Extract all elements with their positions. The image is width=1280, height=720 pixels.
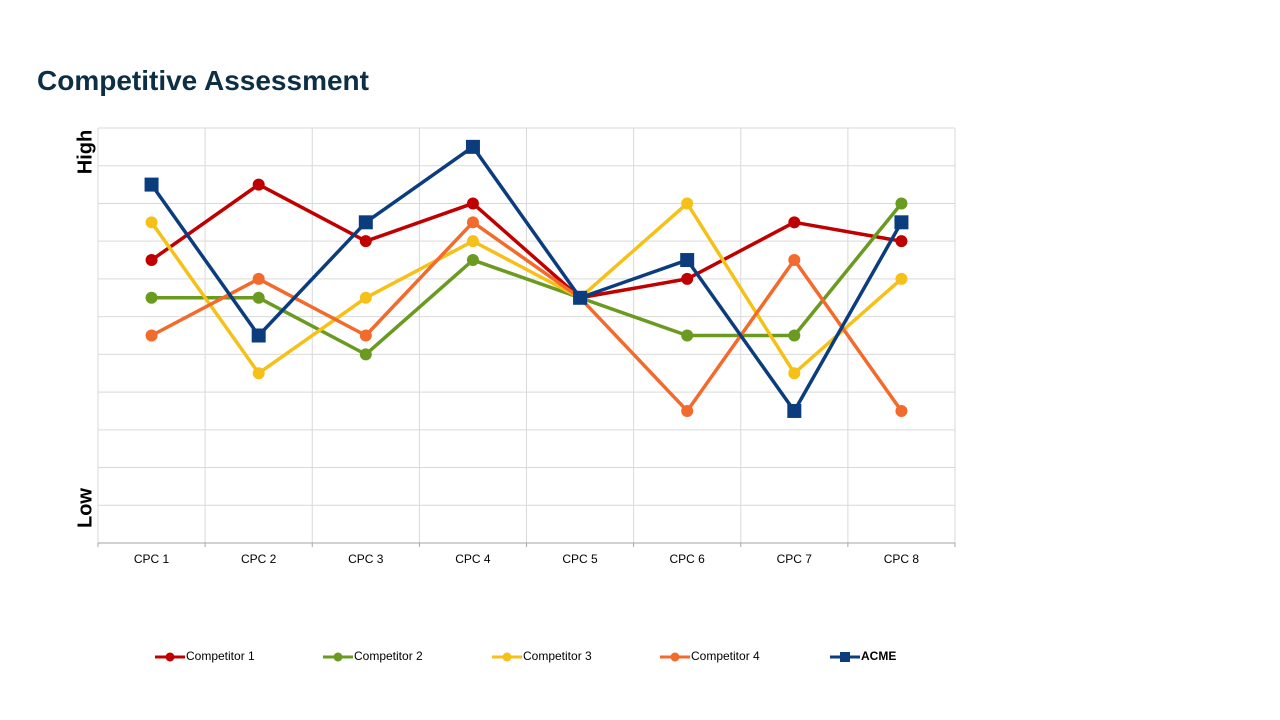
legend-label: Competitor 4 (691, 649, 760, 663)
marker (894, 215, 909, 230)
x-tick-label: CPC 7 (777, 552, 813, 566)
marker (145, 329, 158, 342)
marker (681, 329, 694, 342)
marker (788, 329, 801, 342)
marker (466, 254, 479, 267)
legend-label: ACME (861, 649, 896, 663)
x-tick-label: CPC 4 (455, 552, 491, 566)
legend-item: Competitor 4 (660, 649, 760, 663)
marker (145, 291, 158, 304)
marker (358, 215, 373, 230)
x-tick-label: CPC 2 (241, 552, 277, 566)
legend-item: Competitor 2 (323, 649, 423, 663)
series-line (150, 220, 903, 413)
marker (788, 216, 801, 229)
y-label-low: Low (74, 488, 96, 528)
marker (788, 254, 801, 267)
legend-label: Competitor 1 (186, 649, 255, 663)
marker (680, 253, 695, 268)
marker (895, 404, 908, 417)
marker (144, 177, 159, 192)
marker (466, 235, 479, 248)
marker (252, 291, 265, 304)
legend-item: ACME (830, 649, 896, 663)
legend-marker (333, 652, 343, 662)
legend-marker (502, 652, 512, 662)
marker (252, 272, 265, 285)
x-tick-label: CPC 1 (134, 552, 170, 566)
marker (359, 329, 372, 342)
series-line (150, 201, 903, 375)
legend-marker (670, 652, 680, 662)
marker (573, 290, 588, 305)
x-tick-label: CPC 5 (562, 552, 598, 566)
x-tick-label: CPC 8 (884, 552, 920, 566)
legend-item: Competitor 1 (155, 649, 255, 663)
marker (251, 328, 266, 343)
marker (145, 216, 158, 229)
marker (895, 197, 908, 210)
marker (359, 291, 372, 304)
y-label-high: High (74, 130, 96, 174)
marker (681, 404, 694, 417)
marker (465, 139, 480, 154)
marker (252, 367, 265, 380)
legend-item: Competitor 3 (492, 649, 592, 663)
marker (787, 403, 802, 418)
marker (145, 254, 158, 267)
marker (788, 367, 801, 380)
marker (895, 272, 908, 285)
chart-title: Competitive Assessment (37, 65, 369, 96)
marker (466, 197, 479, 210)
series-line (150, 182, 902, 300)
legend-label: Competitor 3 (523, 649, 592, 663)
marker (681, 272, 694, 285)
x-tick-label: CPC 3 (348, 552, 384, 566)
x-tick-label: CPC 6 (670, 552, 706, 566)
series-line (150, 145, 903, 413)
legend-label: Competitor 2 (354, 649, 423, 663)
marker (681, 197, 694, 210)
marker (466, 216, 479, 229)
legend-marker (165, 652, 175, 662)
marker (359, 348, 372, 361)
series-line (151, 202, 903, 357)
marker (895, 235, 908, 248)
legend-marker (840, 652, 850, 662)
marker (359, 235, 372, 248)
marker (252, 178, 265, 191)
